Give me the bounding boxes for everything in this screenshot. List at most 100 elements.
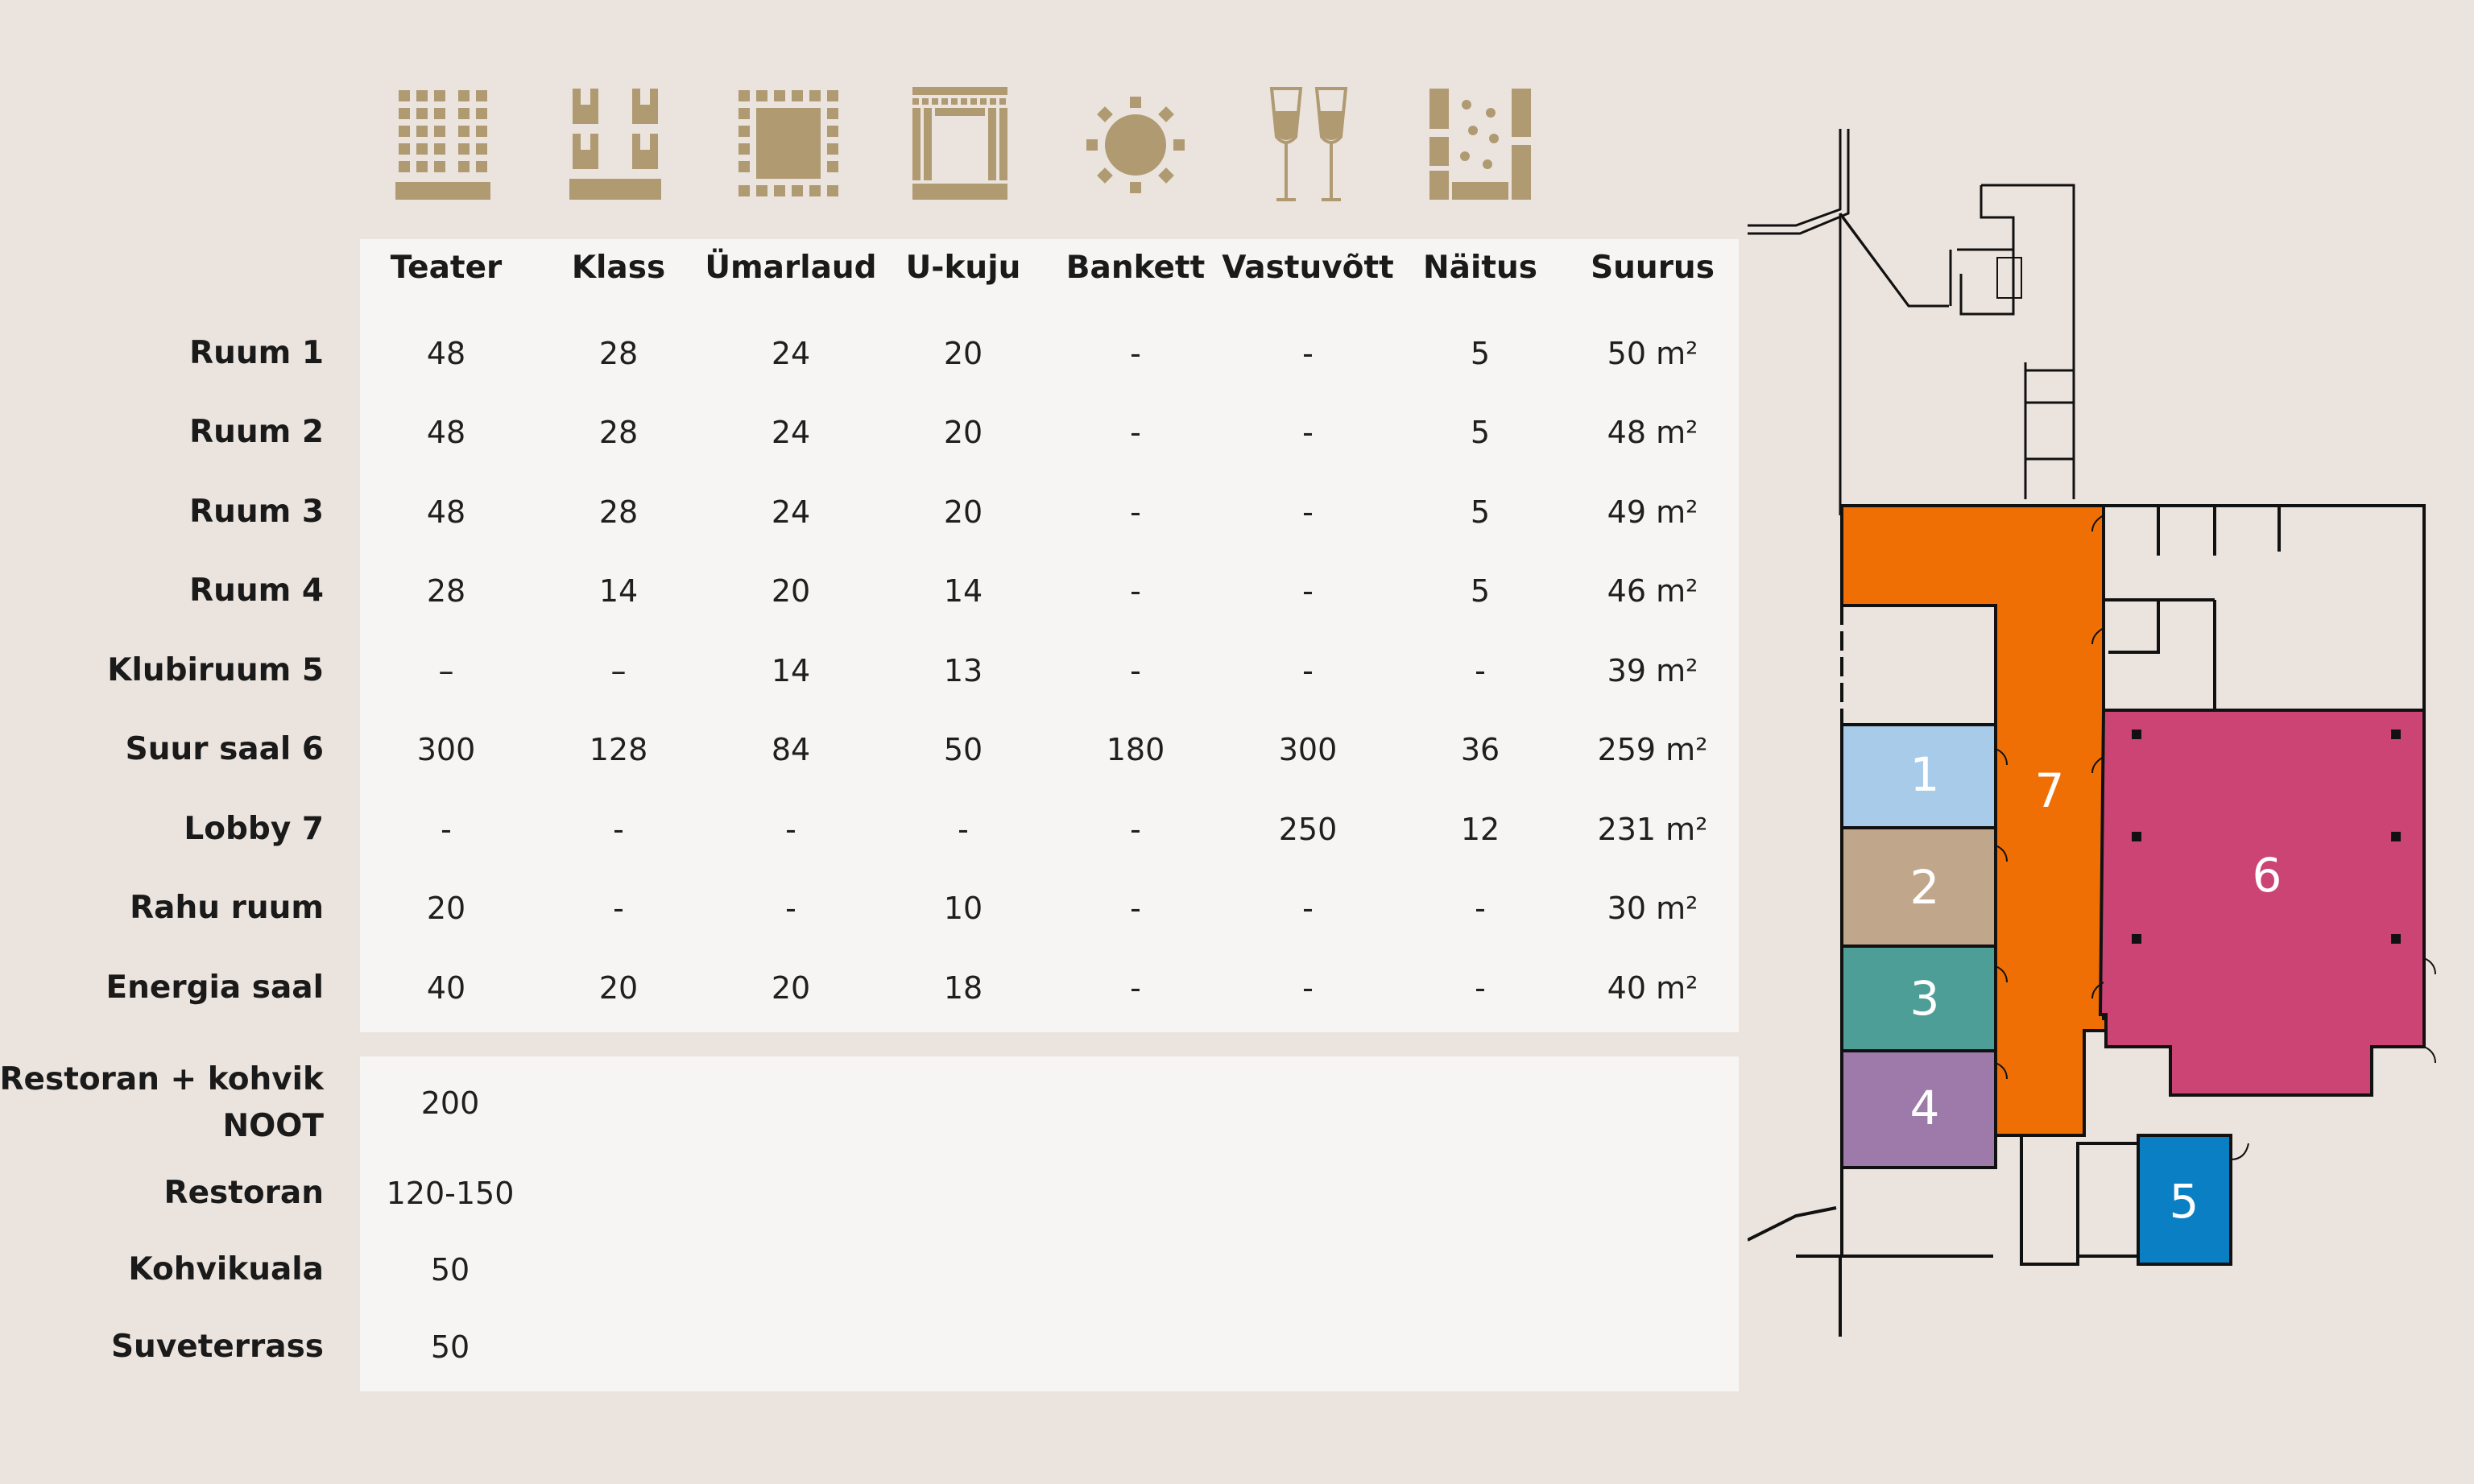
table-cell: 13 — [943, 653, 983, 688]
room-number-labels: 1 2 3 4 5 6 7 — [1910, 747, 2282, 1229]
table-cell: 48 — [426, 494, 466, 530]
table-cell: - — [1130, 573, 1141, 609]
table-cell: – — [610, 653, 627, 688]
table-cell: 120-150 — [386, 1176, 515, 1211]
table-cell: - — [1302, 653, 1314, 688]
upper-wing-outline — [1748, 129, 2075, 515]
table-cell: - — [1130, 970, 1141, 1006]
table-cell: 5 — [1470, 494, 1491, 530]
right-wing-outline — [1748, 504, 2426, 1337]
table-cell: - — [1130, 891, 1141, 926]
room-name: Lobby 7 — [184, 811, 324, 847]
table-cell: 49 m² — [1607, 494, 1698, 530]
table-cell: 14 — [943, 573, 983, 609]
classroom-seating-icon — [532, 81, 705, 225]
room-6 — [2098, 709, 2426, 1097]
table-cell: 40 — [426, 970, 466, 1006]
table-cell: - — [613, 812, 624, 847]
room-2 — [1840, 826, 1997, 948]
table-cell: - — [1302, 336, 1314, 371]
table-cell: 14 — [771, 653, 811, 688]
table-cell: - — [1130, 653, 1141, 688]
table-cell: - — [441, 812, 452, 847]
table-cell: 14 — [598, 573, 639, 609]
table-cell: 30 m² — [1607, 891, 1698, 926]
table-cell: 5 — [1470, 573, 1491, 609]
table-cell: 48 m² — [1607, 415, 1698, 450]
reception-glasses-icon — [1222, 81, 1394, 225]
room-number-5: 5 — [2170, 1174, 2199, 1229]
table-cell: - — [1475, 970, 1486, 1006]
room-number-4: 4 — [1910, 1081, 1940, 1135]
room-number-1: 1 — [1910, 747, 1940, 802]
column-header-bankett: Bankett — [1065, 250, 1206, 286]
table-cell: 36 — [1460, 732, 1500, 767]
table-cell: 48 — [426, 336, 466, 371]
table-cell: 20 — [943, 336, 983, 371]
room-number-6: 6 — [2253, 848, 2282, 903]
table-cell: 10 — [943, 891, 983, 926]
table-cell: - — [1475, 653, 1486, 688]
table-cell: 300 — [1278, 732, 1338, 767]
room-7-lobby — [1840, 504, 2132, 1137]
room-5 — [2137, 1134, 2232, 1266]
table-cell: - — [1302, 494, 1314, 530]
column-header-umarlaud: Ümarlaud — [705, 250, 877, 286]
table-cell: 250 — [1278, 812, 1338, 847]
table-cell: 50 — [943, 732, 983, 767]
capacity-table-panel — [360, 239, 1739, 1032]
table-cell: - — [1130, 812, 1141, 847]
table-cell: 24 — [771, 336, 811, 371]
table-cell: - — [1302, 891, 1314, 926]
table-cell: - — [1130, 494, 1141, 530]
room-name: Ruum 3 — [189, 494, 324, 530]
room-name: Energia saal — [105, 969, 325, 1006]
dining-name: Restoran — [163, 1175, 324, 1211]
table-cell: - — [785, 812, 796, 847]
column-header-vastuvott: Vastuvõtt — [1222, 250, 1394, 286]
table-cell: 40 m² — [1607, 970, 1698, 1006]
table-cell: 24 — [771, 415, 811, 450]
table-cell: 28 — [426, 573, 466, 609]
room-number-3: 3 — [1910, 971, 1940, 1026]
room-number-2: 2 — [1910, 860, 1940, 915]
dining-name-second-line: NOOT — [222, 1108, 324, 1144]
table-cell: - — [1130, 336, 1141, 371]
table-cell: 128 — [589, 732, 648, 767]
dining-name: Restoran + kohvik — [0, 1061, 324, 1097]
table-cell: - — [958, 812, 969, 847]
room-number-7: 7 — [2035, 763, 2065, 818]
table-cell: 20 — [943, 415, 983, 450]
floor-plan: 1 2 3 4 5 6 7 — [1748, 129, 2436, 1337]
table-cell: 28 — [598, 336, 639, 371]
table-cell: 20 — [943, 494, 983, 530]
column-header-klass: Klass — [571, 250, 666, 286]
table-cell: - — [1302, 415, 1314, 450]
exhibition-layout-icon — [1394, 81, 1566, 225]
room-name: Ruum 2 — [189, 414, 324, 450]
room-name: Ruum 4 — [189, 573, 324, 609]
layout-icons-row — [0, 0, 1756, 234]
dining-name: Kohvikuala — [128, 1251, 324, 1288]
room-name: Rahu ruum — [130, 890, 324, 926]
round-table-seating-icon — [705, 81, 877, 225]
dining-table-panel — [360, 1056, 1739, 1391]
table-cell: – — [438, 653, 454, 688]
dining-name: Suveterrass — [110, 1329, 324, 1365]
table-cell: 20 — [598, 970, 639, 1006]
column-header-naitus: Näitus — [1423, 250, 1537, 286]
table-cell: 50 — [430, 1252, 470, 1288]
table-cell: - — [1475, 891, 1486, 926]
table-cell: 200 — [420, 1085, 480, 1121]
doors — [1995, 515, 2436, 1160]
room-name: Suur saal 6 — [125, 731, 324, 767]
table-cell: 28 — [598, 494, 639, 530]
table-cell: 231 m² — [1597, 812, 1708, 847]
banquet-seating-icon — [1049, 81, 1222, 225]
theater-seating-icon — [360, 81, 532, 225]
table-cell: 50 m² — [1607, 336, 1698, 371]
column-header-suurus: Suurus — [1591, 250, 1715, 286]
column-header-u-kuju: U-kuju — [905, 250, 1021, 286]
table-cell: 20 — [771, 970, 811, 1006]
room-name: Klubiruum 5 — [107, 652, 324, 688]
